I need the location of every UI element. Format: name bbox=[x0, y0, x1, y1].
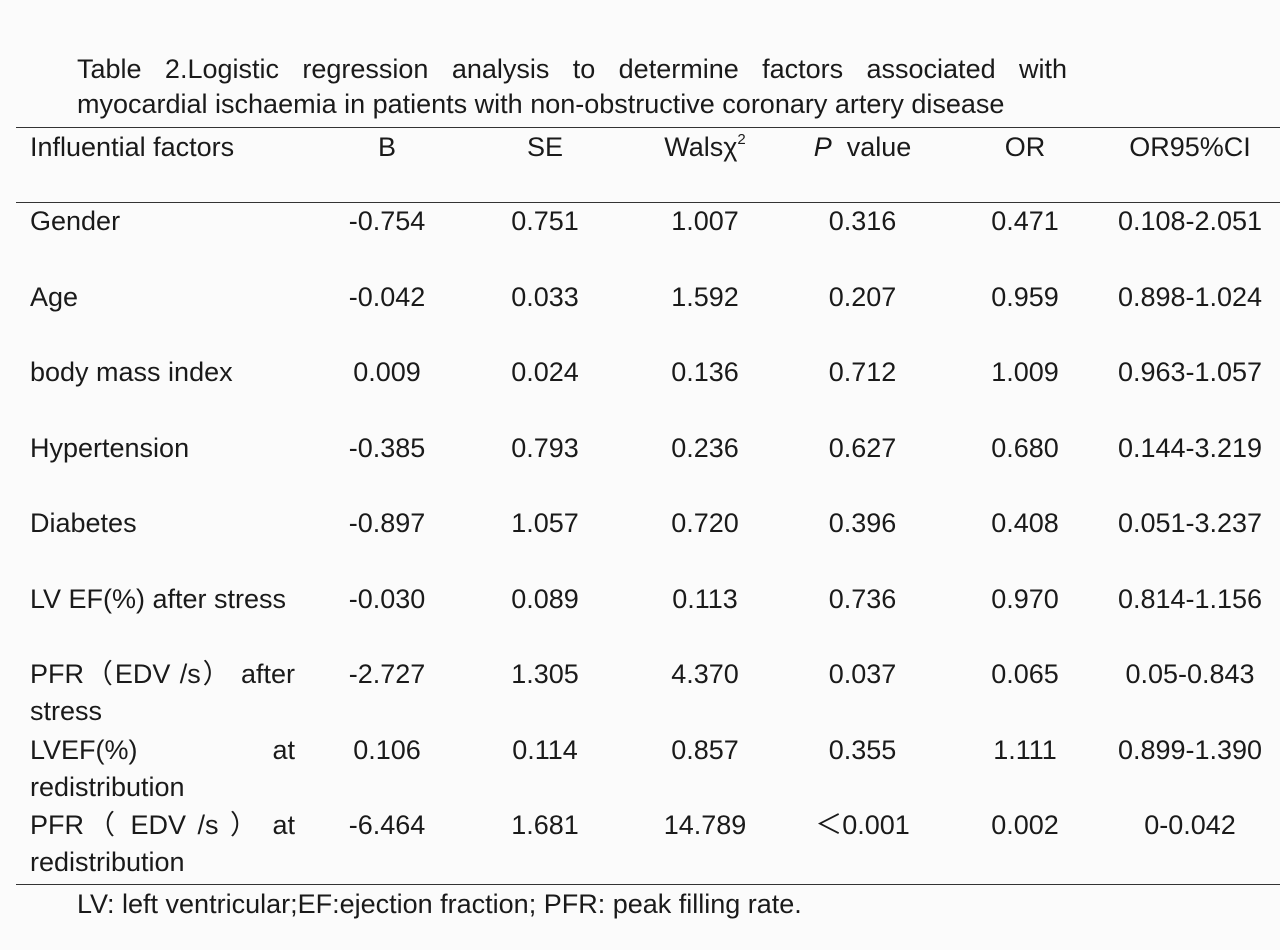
cell-influential-factor: PFR（EDV /s） after stress bbox=[30, 656, 295, 730]
table-top-rule bbox=[16, 127, 1280, 128]
cell-b: -0.897 bbox=[348, 508, 426, 538]
cell-influential-factor: Diabetes bbox=[30, 505, 295, 542]
cell-se: 0.114 bbox=[512, 735, 578, 765]
cell-p-value: 0.712 bbox=[828, 357, 897, 387]
cell-influential-factor: LV EF(%) after stress bbox=[30, 581, 295, 618]
table-title: Table 2.Logistic regression analysis to … bbox=[77, 54, 1067, 119]
table-header-rule bbox=[16, 202, 1280, 203]
cell-or-95-ci: 0.05-0.843 bbox=[1125, 659, 1255, 689]
cell-p-value: ＜0.001 bbox=[815, 810, 910, 840]
cell-influential-factor: body mass index bbox=[30, 354, 295, 391]
cell-wals: 0.113 bbox=[672, 584, 738, 614]
cell-p-value: 0.396 bbox=[828, 508, 897, 538]
cell-b: 0.106 bbox=[353, 735, 421, 765]
cell-b: -6.464 bbox=[348, 810, 426, 840]
factor-label: LVEF(%) at redistribution bbox=[30, 735, 295, 802]
cell-or: 0.065 bbox=[991, 659, 1059, 689]
factor-label: Age bbox=[30, 282, 79, 312]
cell-se: 0.751 bbox=[511, 206, 579, 236]
cell-se: 1.681 bbox=[511, 810, 579, 840]
cell-wals: 1.007 bbox=[671, 206, 739, 236]
cell-se: 0.089 bbox=[511, 584, 579, 614]
header-p-value: P value bbox=[800, 129, 925, 166]
cell-wals: 0.857 bbox=[671, 735, 739, 765]
cell-b: -0.385 bbox=[348, 433, 426, 463]
cell-or: 0.959 bbox=[991, 282, 1059, 312]
factor-label: Gender bbox=[30, 206, 121, 236]
factor-label: PFR（EDV /s） after stress bbox=[30, 659, 295, 726]
cell-wals: 0.136 bbox=[671, 357, 739, 387]
cell-or: 0.970 bbox=[991, 584, 1059, 614]
header-or-95-ci: OR95%CI bbox=[1129, 132, 1251, 162]
factor-label: LV EF(%) after stress bbox=[30, 584, 287, 614]
factor-label: Hypertension bbox=[30, 433, 190, 463]
cell-influential-factor: Hypertension bbox=[30, 430, 295, 467]
cell-p-value: 0.037 bbox=[828, 659, 897, 689]
cell-se: 0.033 bbox=[511, 282, 579, 312]
header-wals-chi-square: Walsχ2 bbox=[640, 129, 770, 166]
cell-wals: 14.789 bbox=[663, 810, 747, 840]
cell-wals: 0.720 bbox=[671, 508, 739, 538]
cell-or: 0.471 bbox=[991, 206, 1059, 236]
header-influential-factors: Influential factors bbox=[30, 132, 235, 162]
header-se: SE bbox=[526, 132, 564, 162]
cell-or-95-ci: 0.963-1.057 bbox=[1117, 357, 1263, 387]
cell-b: -0.042 bbox=[348, 282, 426, 312]
cell-b: -2.727 bbox=[348, 659, 426, 689]
cell-influential-factor: Gender bbox=[30, 203, 295, 240]
cell-or-95-ci: 0.051-3.237 bbox=[1117, 508, 1263, 538]
cell-influential-factor: PFR（ EDV /s ） at redistribution bbox=[30, 807, 295, 881]
cell-b: -0.754 bbox=[348, 206, 426, 236]
cell-or-95-ci: 0.899-1.390 bbox=[1117, 735, 1263, 765]
cell-p-value: 0.316 bbox=[828, 206, 897, 236]
factor-label: PFR（ EDV /s ） at redistribution bbox=[30, 810, 295, 877]
cell-influential-factor: Age bbox=[30, 279, 295, 316]
cell-or: 0.002 bbox=[991, 810, 1059, 840]
cell-or: 1.111 bbox=[993, 735, 1057, 765]
factor-label: body mass index bbox=[30, 357, 233, 387]
header-p-italic: P bbox=[813, 132, 832, 162]
cell-or-95-ci: 0.144-3.219 bbox=[1117, 433, 1263, 463]
cell-se: 1.305 bbox=[511, 659, 579, 689]
cell-se: 0.024 bbox=[511, 357, 579, 387]
cell-p-value: 0.355 bbox=[828, 735, 897, 765]
cell-or-95-ci: 0-0.042 bbox=[1144, 810, 1236, 840]
cell-b: -0.030 bbox=[348, 584, 426, 614]
cell-wals: 4.370 bbox=[671, 659, 739, 689]
cell-or: 0.408 bbox=[991, 508, 1059, 538]
table-footnote: LV: left ventricular;EF:ejection fractio… bbox=[77, 889, 802, 919]
cell-or-95-ci: 0.814-1.156 bbox=[1117, 584, 1263, 614]
cell-or-95-ci: 0.898-1.024 bbox=[1117, 282, 1263, 312]
cell-p-value: 0.207 bbox=[828, 282, 897, 312]
cell-b: 0.009 bbox=[353, 357, 421, 387]
cell-influential-factor: LVEF(%) at redistribution bbox=[30, 732, 295, 806]
cell-or: 1.009 bbox=[991, 357, 1059, 387]
header-p-value-label: value bbox=[831, 132, 912, 162]
cell-wals: 0.236 bbox=[671, 433, 739, 463]
cell-se: 1.057 bbox=[511, 508, 579, 538]
header-or: OR bbox=[1004, 132, 1046, 162]
header-wals-label: Walsχ bbox=[664, 132, 738, 162]
factor-label: Diabetes bbox=[30, 508, 137, 538]
cell-p-value: 0.627 bbox=[828, 433, 897, 463]
table-bottom-rule bbox=[16, 884, 1280, 885]
cell-or-95-ci: 0.108-2.051 bbox=[1117, 206, 1263, 236]
cell-or: 0.680 bbox=[991, 433, 1059, 463]
cell-wals: 1.592 bbox=[671, 282, 739, 312]
header-wals-superscript: 2 bbox=[737, 131, 746, 148]
cell-se: 0.793 bbox=[511, 433, 579, 463]
cell-p-value: 0.736 bbox=[828, 584, 897, 614]
header-b: B bbox=[377, 132, 396, 162]
